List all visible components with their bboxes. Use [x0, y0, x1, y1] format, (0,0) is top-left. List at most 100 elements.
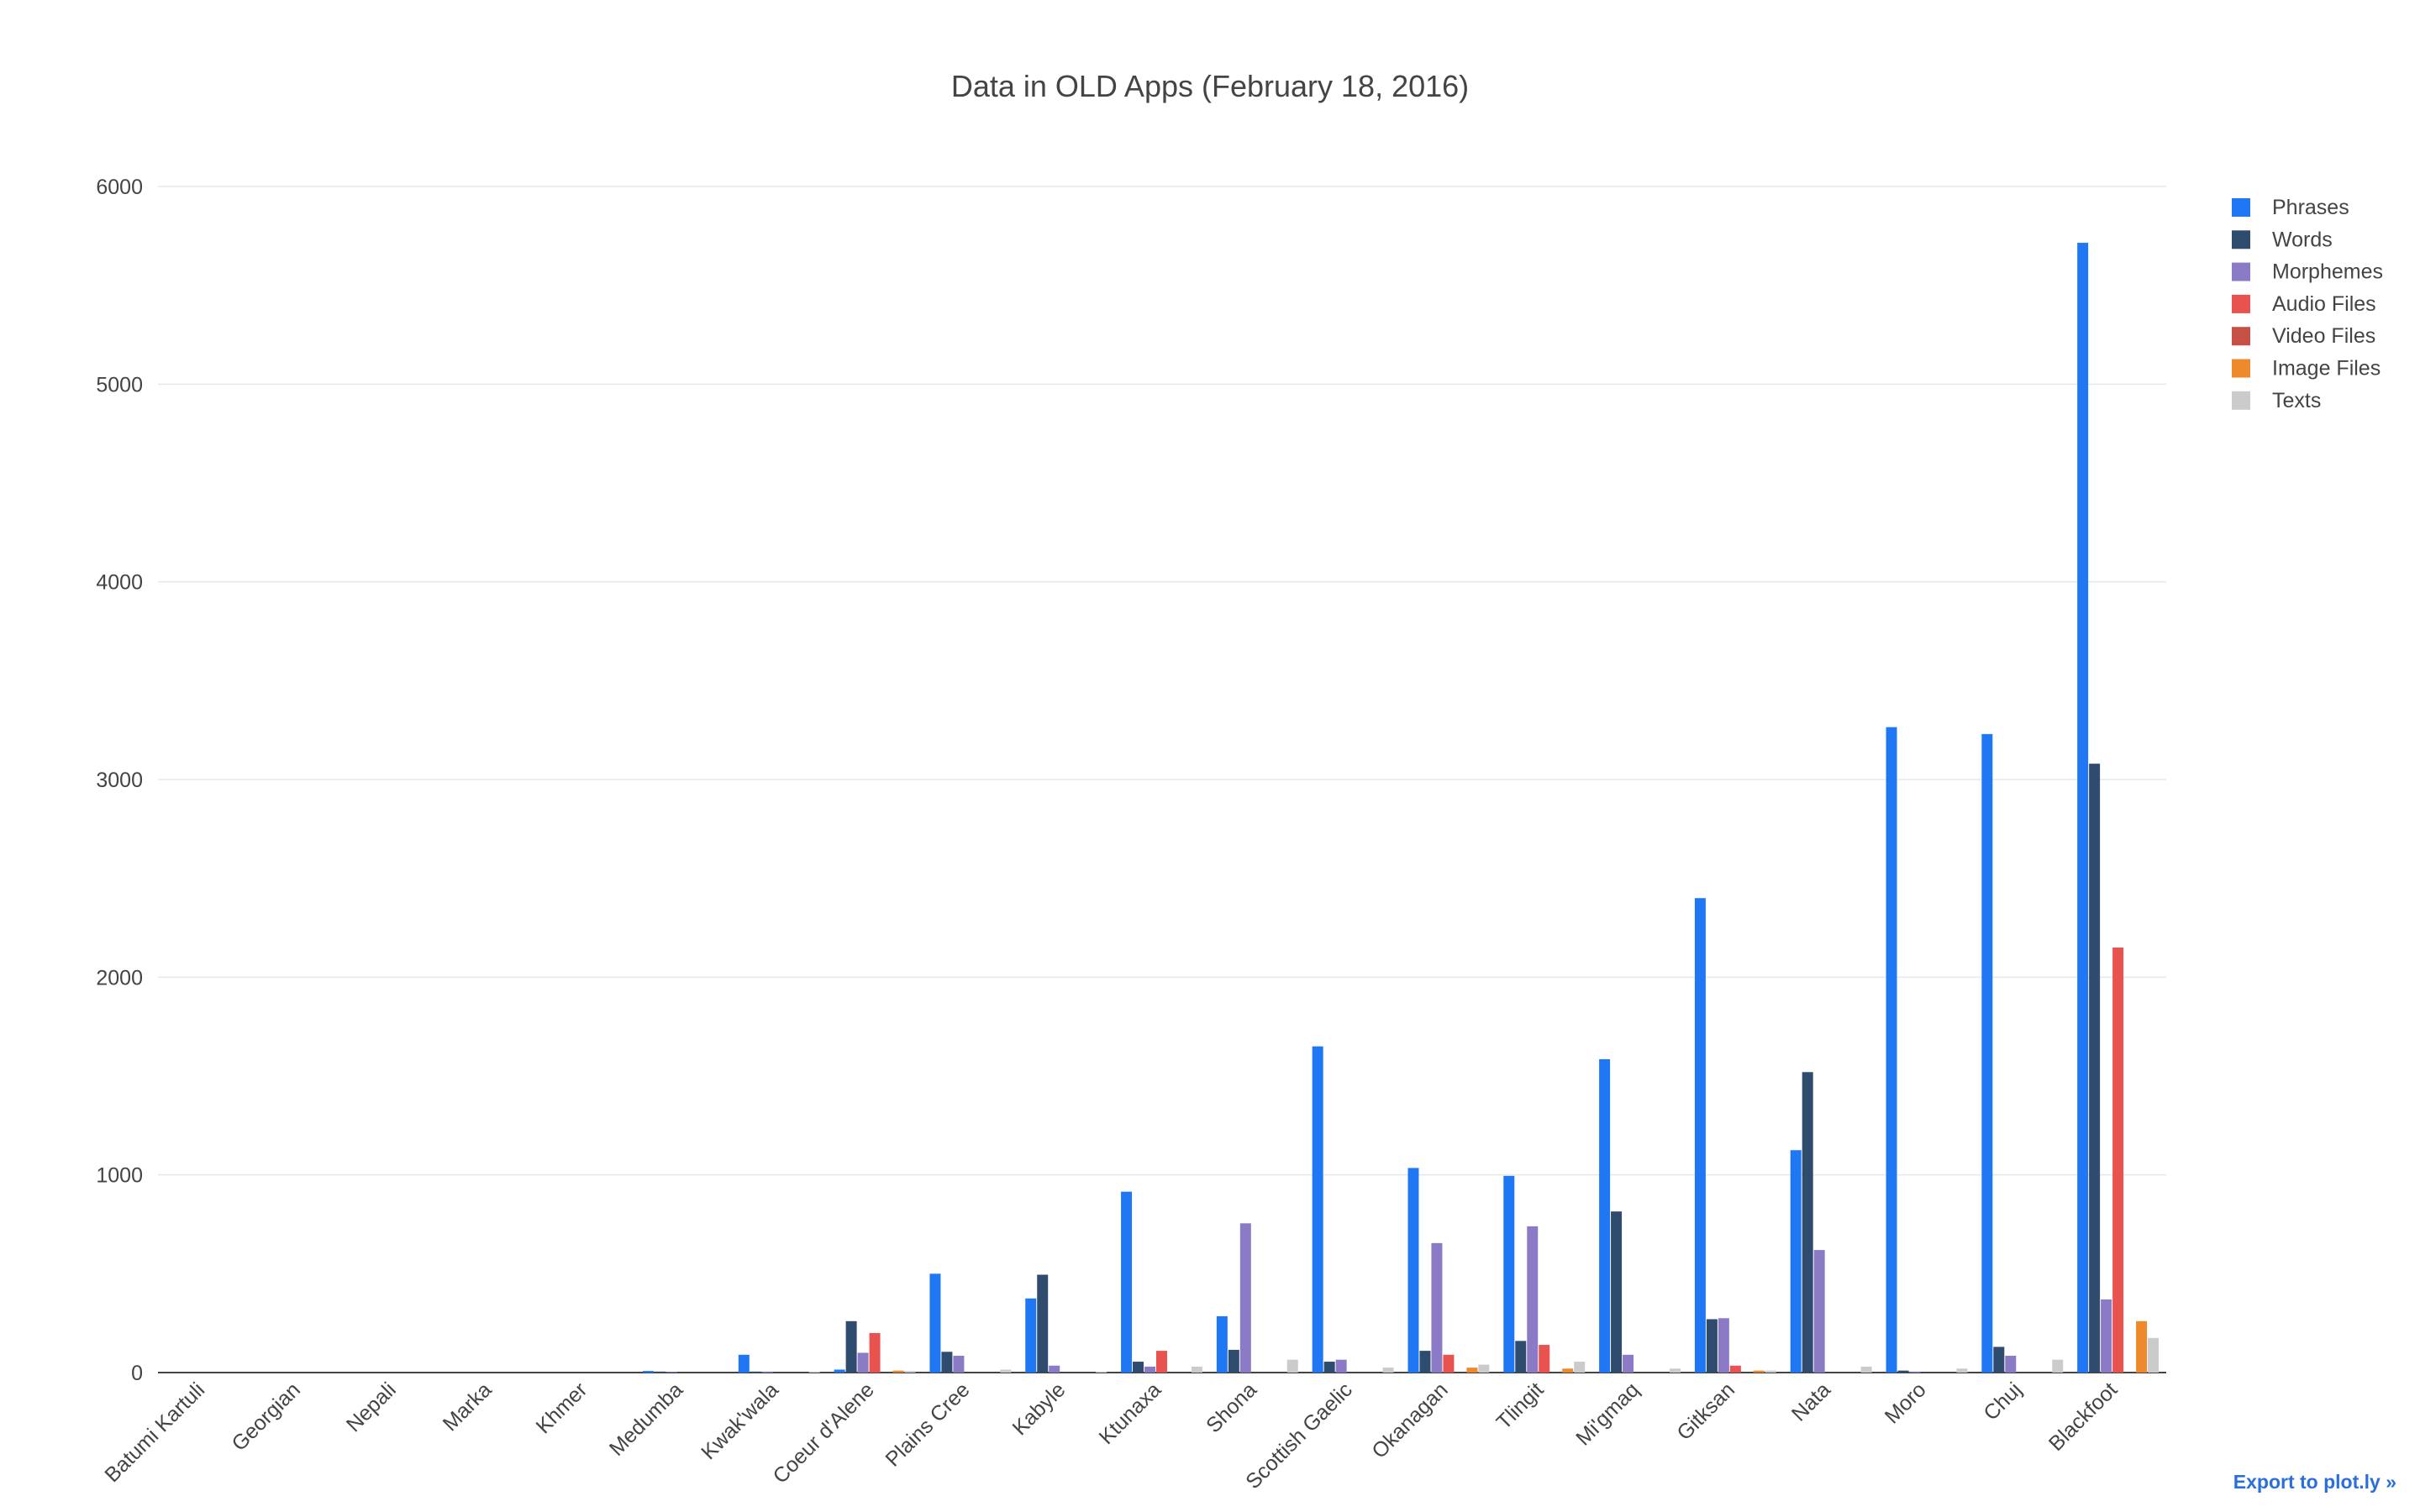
bar-phrases[interactable]: [929, 1273, 941, 1373]
bar-words[interactable]: [654, 1371, 666, 1373]
bar-image-files[interactable]: [1753, 1370, 1765, 1373]
bar-phrases[interactable]: [1025, 1298, 1037, 1373]
bar-words[interactable]: [1611, 1211, 1623, 1373]
legend-item-phrases[interactable]: Phrases: [2232, 196, 2349, 219]
bar-image-files[interactable]: [2136, 1320, 2148, 1373]
bar-morphemes[interactable]: [1909, 1371, 1921, 1373]
bar-words[interactable]: [1133, 1362, 1144, 1373]
x-tick-label: Kwak'wala: [697, 1378, 783, 1464]
bar-morphemes[interactable]: [1239, 1223, 1251, 1373]
bar-words[interactable]: [1323, 1362, 1335, 1373]
bar-texts[interactable]: [1191, 1366, 1202, 1373]
bar-audio-files[interactable]: [2112, 948, 2124, 1373]
bar-texts[interactable]: [808, 1371, 820, 1373]
y-tick-label: 1000: [96, 1164, 143, 1188]
bar-texts[interactable]: [1000, 1369, 1012, 1373]
x-tick-label: Mi'gmaq: [1571, 1378, 1644, 1450]
bar-phrases[interactable]: [738, 1354, 750, 1373]
bar-phrases[interactable]: [1694, 898, 1706, 1373]
bar-morphemes[interactable]: [1144, 1366, 1156, 1373]
bar-texts[interactable]: [2052, 1359, 2064, 1373]
bar-phrases[interactable]: [1790, 1150, 1802, 1373]
bar-words[interactable]: [2089, 764, 2101, 1373]
bar-phrases[interactable]: [643, 1371, 654, 1373]
bar-morphemes[interactable]: [1813, 1250, 1825, 1373]
legend[interactable]: Phrases Words Morphemes Audio Files Video Fi…: [2232, 196, 2383, 412]
bar-phrases[interactable]: [1121, 1191, 1133, 1373]
bar-morphemes[interactable]: [1431, 1242, 1443, 1373]
bar-words[interactable]: [845, 1320, 857, 1373]
bar-morphemes[interactable]: [666, 1372, 677, 1373]
bar-phrases[interactable]: [1503, 1175, 1515, 1373]
bar-morphemes[interactable]: [857, 1352, 869, 1373]
bar-words[interactable]: [1037, 1274, 1049, 1373]
bar-morphemes[interactable]: [1335, 1359, 1347, 1373]
bar-words[interactable]: [941, 1352, 953, 1373]
bar-words[interactable]: [1515, 1341, 1527, 1373]
legend-swatch: [2232, 391, 2250, 410]
legend-item-audio-files[interactable]: Audio Files: [2232, 292, 2376, 316]
x-tick-label: Georgian: [227, 1378, 305, 1456]
bar-words[interactable]: [1993, 1347, 2005, 1373]
y-tick-label: 5000: [96, 373, 143, 396]
bar-phrases[interactable]: [1886, 727, 1897, 1373]
bar-morphemes[interactable]: [761, 1371, 773, 1373]
x-tick-label: Batumi Kartuli: [100, 1378, 209, 1487]
legend-item-words[interactable]: Words: [2232, 228, 2333, 251]
bar-texts[interactable]: [1670, 1368, 1681, 1373]
bar-morphemes[interactable]: [1718, 1318, 1729, 1373]
bar-texts[interactable]: [2148, 1337, 2160, 1373]
bar-phrases[interactable]: [1407, 1168, 1419, 1373]
bar-morphemes[interactable]: [2101, 1299, 2112, 1373]
legend-item-morphemes[interactable]: Morphemes: [2232, 260, 2383, 284]
x-tick-label: Medumba: [605, 1378, 687, 1460]
bar-morphemes[interactable]: [1049, 1365, 1060, 1373]
bar-texts[interactable]: [1574, 1362, 1586, 1373]
x-tick-label: Tlingit: [1492, 1378, 1549, 1434]
legend-swatch: [2232, 294, 2250, 313]
x-tick-label: Okanagan: [1367, 1378, 1452, 1462]
bar-morphemes[interactable]: [1527, 1226, 1539, 1373]
export-to-plotly-link[interactable]: Export to plot.ly »: [2233, 1471, 2396, 1493]
bar-texts[interactable]: [1382, 1368, 1394, 1373]
legend-swatch: [2232, 198, 2250, 217]
bar-words[interactable]: [1897, 1370, 1909, 1373]
bar-texts[interactable]: [904, 1371, 916, 1373]
x-tick-label: Chuj: [1979, 1378, 2026, 1425]
legend-item-video-files[interactable]: Video Files: [2232, 324, 2375, 348]
bar-words[interactable]: [1228, 1349, 1239, 1373]
bar-phrases[interactable]: [834, 1369, 845, 1373]
bar-morphemes[interactable]: [2005, 1355, 2017, 1373]
bar-phrases[interactable]: [1981, 733, 1993, 1373]
bar-texts[interactable]: [1096, 1371, 1107, 1373]
chart-title: Data in OLD Apps (February 18, 2016): [951, 69, 1469, 103]
bar-morphemes[interactable]: [1623, 1354, 1634, 1373]
x-tick-label: Gitksan: [1672, 1378, 1739, 1445]
y-tick-label: 2000: [96, 966, 143, 990]
bar-phrases[interactable]: [1216, 1315, 1228, 1373]
bar-words[interactable]: [1706, 1319, 1718, 1373]
bar-phrases[interactable]: [2077, 243, 2089, 1373]
bar-audio-files[interactable]: [869, 1332, 881, 1373]
bar-audio-files[interactable]: [1539, 1345, 1550, 1373]
bar-texts[interactable]: [1860, 1366, 1872, 1373]
bar-image-files[interactable]: [1466, 1368, 1478, 1373]
bar-image-files[interactable]: [1562, 1368, 1574, 1373]
legend-item-texts[interactable]: Texts: [2232, 389, 2321, 412]
bar-image-files[interactable]: [892, 1370, 904, 1373]
bar-audio-files[interactable]: [1156, 1351, 1167, 1373]
bar-audio-files[interactable]: [1443, 1354, 1455, 1373]
bar-phrases[interactable]: [1599, 1058, 1611, 1373]
bar-phrases[interactable]: [1312, 1046, 1323, 1373]
legend-item-image-files[interactable]: Image Files: [2232, 357, 2381, 381]
bar-morphemes[interactable]: [953, 1355, 965, 1373]
bar-words[interactable]: [1419, 1351, 1431, 1373]
bar-texts[interactable]: [1478, 1364, 1490, 1373]
bar-texts[interactable]: [1765, 1370, 1776, 1373]
x-tick-label: Shona: [1202, 1378, 1261, 1437]
bar-audio-files[interactable]: [1729, 1365, 1741, 1373]
bar-words[interactable]: [1802, 1072, 1813, 1373]
bar-texts[interactable]: [1286, 1359, 1298, 1373]
bar-texts[interactable]: [1956, 1368, 1968, 1373]
bar-words[interactable]: [750, 1371, 761, 1373]
